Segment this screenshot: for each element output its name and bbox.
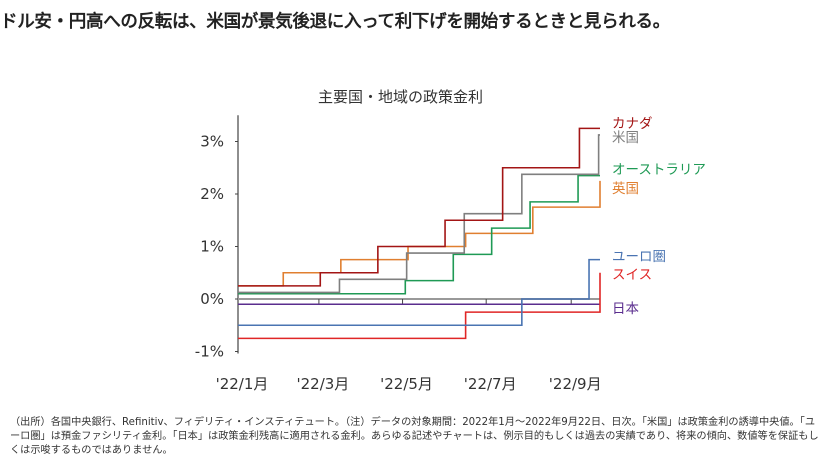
series-label: 米国 (612, 130, 639, 146)
series-label: 日本 (612, 301, 639, 317)
series-label: オーストラリア (612, 162, 706, 178)
x-tick-label: '22/1月 (216, 375, 269, 393)
x-tick-label: '22/5月 (380, 375, 433, 393)
series-label: 英国 (612, 181, 639, 197)
chart-title: 主要国・地域の政策金利 (318, 88, 484, 106)
y-tick-label: 1% (200, 238, 224, 256)
series-label: スイス (612, 267, 653, 283)
y-tick-label: 0% (200, 290, 224, 308)
series-line-米国 (238, 134, 600, 294)
x-tick-label: '22/7月 (464, 375, 517, 393)
series-label: ユーロ圏 (612, 249, 666, 265)
series-line-英国 (238, 180, 601, 287)
x-tick-label: '22/3月 (296, 375, 349, 393)
headline: ドル安・円高への反転は、米国が景気後退に入って利下げを開始するときと見られる。 (0, 12, 670, 32)
y-tick-label: -1% (195, 343, 224, 361)
series-line-スイス (238, 272, 601, 340)
y-tick-label: 2% (200, 185, 224, 203)
series-line-カナダ (238, 127, 600, 287)
y-tick-label: 3% (200, 133, 224, 151)
x-tick-label: '22/9月 (549, 375, 602, 393)
footnote: （出所）各国中央銀行、Refinitiv、フィデリティ・インスティテュート。（注… (10, 417, 819, 456)
series-line-ユーロ圏 (238, 258, 600, 327)
series-line-オーストラリア (238, 174, 600, 295)
series-label: カナダ (612, 116, 653, 132)
